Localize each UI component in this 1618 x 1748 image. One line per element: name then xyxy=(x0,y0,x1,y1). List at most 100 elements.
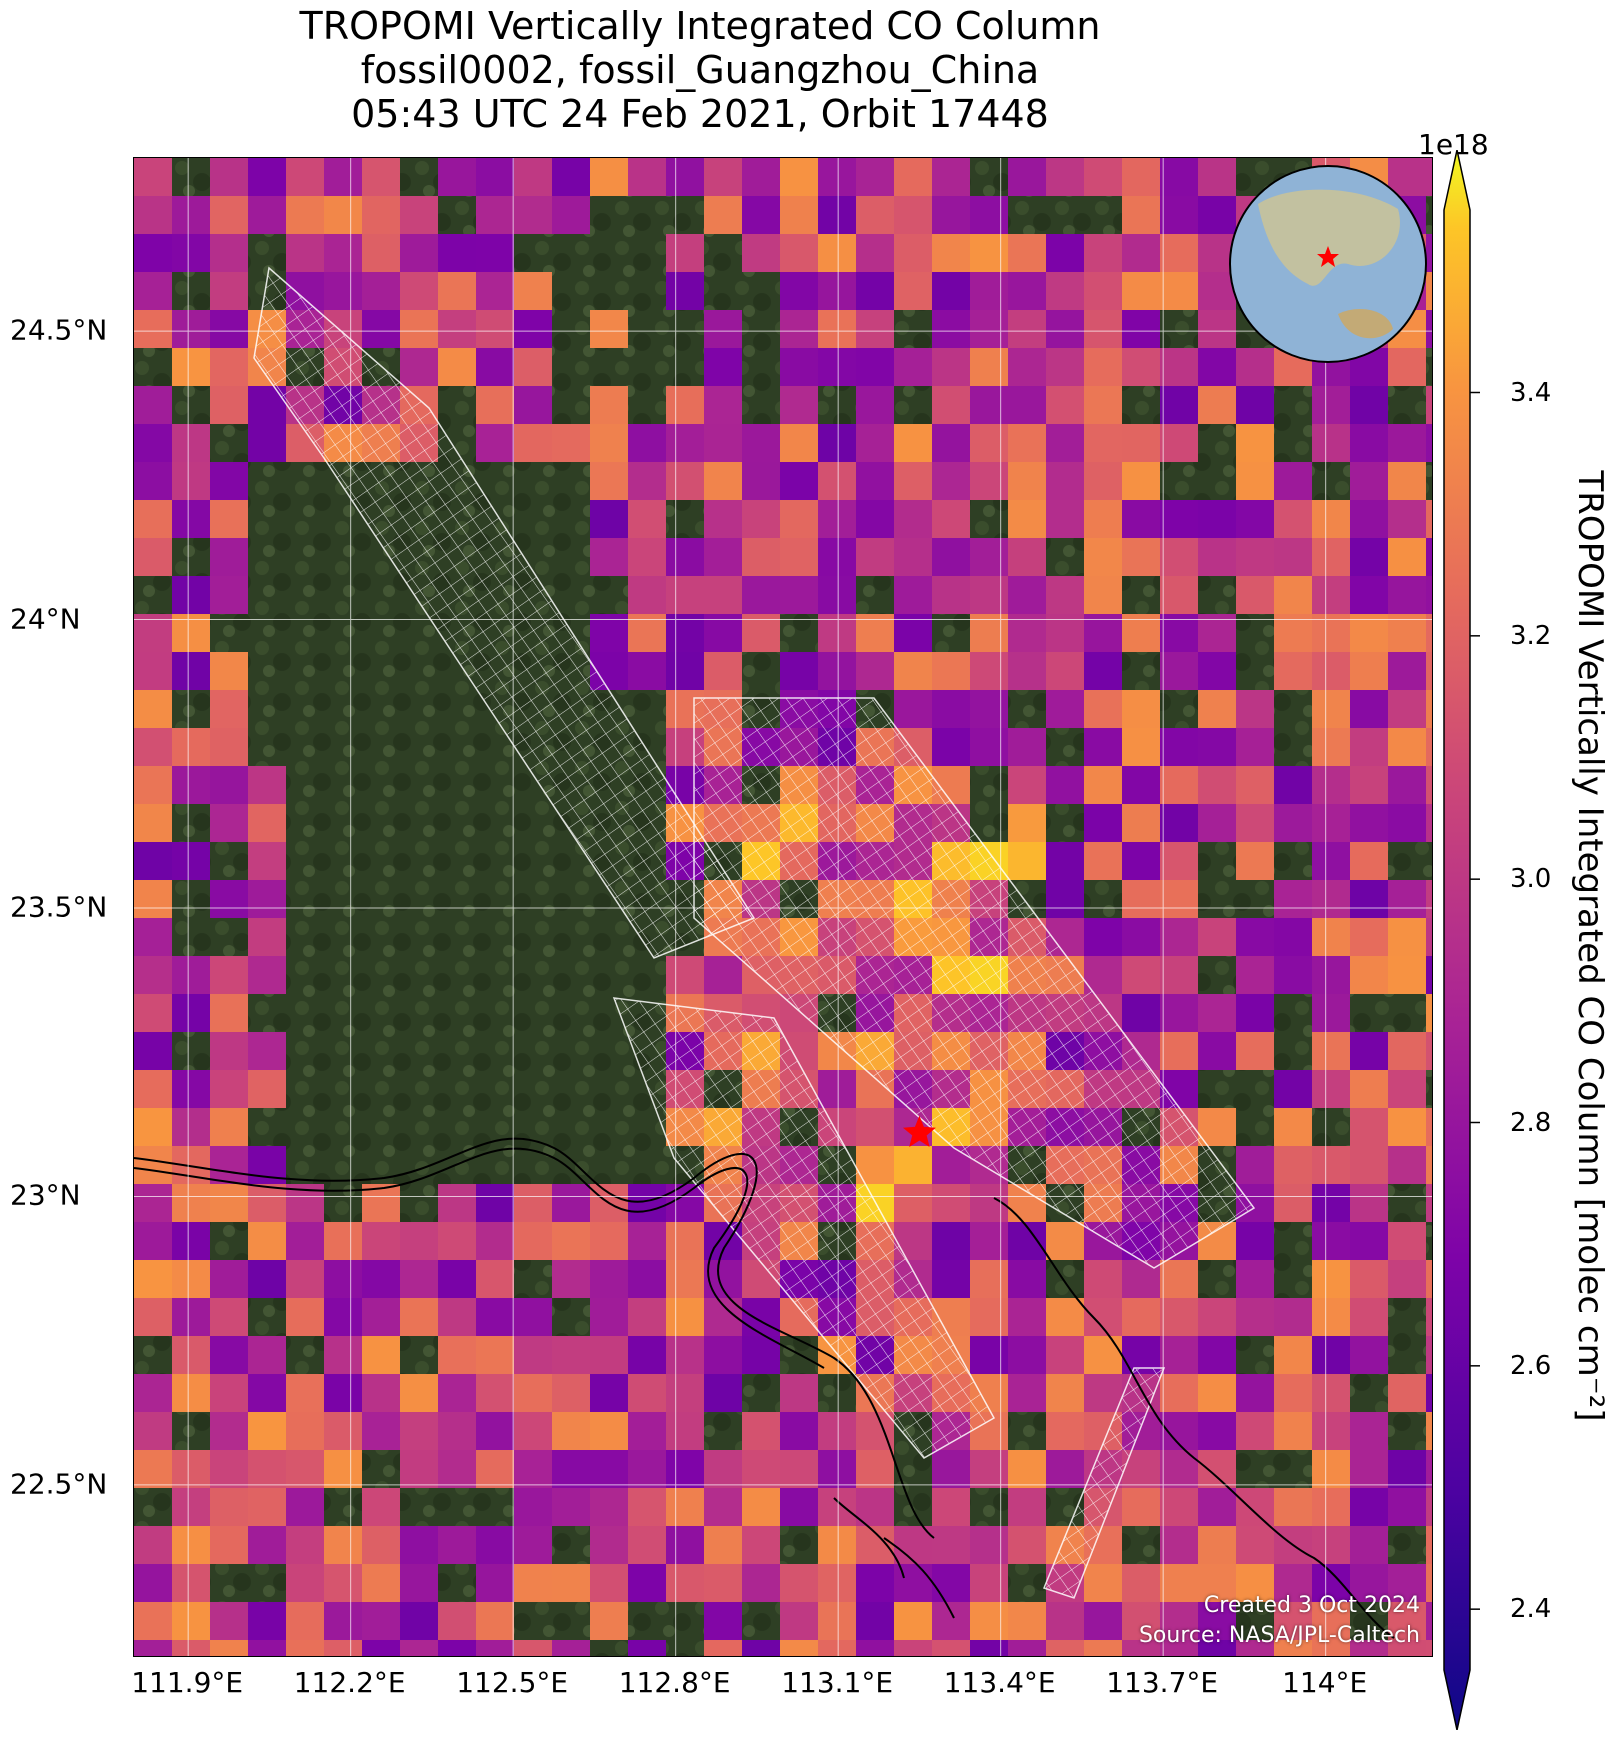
co-pixel xyxy=(476,1564,514,1602)
co-pixel xyxy=(1008,766,1046,804)
co-pixel xyxy=(210,1108,248,1146)
co-pixel xyxy=(1198,690,1236,728)
co-pixel xyxy=(1426,766,1432,804)
co-pixel xyxy=(780,348,818,386)
co-pixel xyxy=(248,1450,286,1488)
co-pixel xyxy=(1046,348,1084,386)
co-pixel xyxy=(1274,1336,1312,1374)
co-pixel xyxy=(856,348,894,386)
co-pixel xyxy=(1160,766,1198,804)
co-pixel xyxy=(1046,1336,1084,1374)
co-pixel xyxy=(362,1488,400,1526)
co-pixel xyxy=(324,1640,362,1656)
co-pixel xyxy=(134,918,172,956)
co-pixel xyxy=(780,500,818,538)
co-pixel xyxy=(666,614,704,652)
co-pixel xyxy=(1388,1564,1426,1602)
co-pixel xyxy=(324,158,362,196)
co-pixel xyxy=(1008,1374,1046,1412)
co-pixel xyxy=(172,1070,210,1108)
co-pixel xyxy=(1350,500,1388,538)
co-pixel xyxy=(742,500,780,538)
co-pixel xyxy=(172,1374,210,1412)
co-pixel xyxy=(780,576,818,614)
map-panel: Created 3 Oct 2024 Source: NASA/JPL-Calt… xyxy=(133,157,1433,1657)
co-pixel xyxy=(856,196,894,234)
co-pixel xyxy=(1084,234,1122,272)
co-pixel xyxy=(134,424,172,462)
co-pixel xyxy=(1312,842,1350,880)
co-pixel xyxy=(590,424,628,462)
co-pixel xyxy=(704,1260,742,1298)
colorbar-tick-label: 3.4 xyxy=(1510,377,1552,408)
co-pixel xyxy=(286,1640,324,1656)
co-pixel xyxy=(666,1412,704,1450)
co-pixel xyxy=(1160,1374,1198,1412)
co-pixel xyxy=(210,690,248,728)
lon-tick-label: 114°E xyxy=(1282,1666,1368,1699)
swath-outline-south xyxy=(612,997,996,1459)
co-pixel xyxy=(362,234,400,272)
co-pixel xyxy=(1122,842,1160,880)
co-pixel xyxy=(666,1222,704,1260)
co-pixel xyxy=(1426,234,1432,272)
colorbar-exponent: 1e18 xyxy=(1418,128,1489,161)
co-pixel xyxy=(552,1222,590,1260)
co-pixel xyxy=(1236,386,1274,424)
co-pixel xyxy=(856,424,894,462)
co-pixel xyxy=(590,1298,628,1336)
co-pixel xyxy=(1122,538,1160,576)
co-pixel xyxy=(172,1602,210,1640)
co-pixel xyxy=(134,310,172,348)
co-pixel xyxy=(628,462,666,500)
co-pixel xyxy=(628,500,666,538)
co-pixel xyxy=(1160,158,1198,196)
map-canvas xyxy=(134,158,1432,1656)
co-pixel xyxy=(932,1222,970,1260)
co-pixel xyxy=(476,1602,514,1640)
co-pixel xyxy=(1084,272,1122,310)
co-pixel xyxy=(514,272,552,310)
co-pixel xyxy=(248,880,286,918)
co-pixel xyxy=(1350,1450,1388,1488)
co-pixel xyxy=(742,538,780,576)
co-pixel xyxy=(438,1222,476,1260)
co-pixel xyxy=(894,1526,932,1564)
co-pixel xyxy=(552,1488,590,1526)
co-pixel xyxy=(514,1184,552,1222)
co-pixel xyxy=(514,1298,552,1336)
co-pixel xyxy=(400,348,438,386)
co-pixel xyxy=(970,728,1008,766)
co-pixel xyxy=(552,196,590,234)
co-pixel xyxy=(286,1564,324,1602)
co-pixel xyxy=(1236,1488,1274,1526)
co-pixel xyxy=(1122,956,1160,994)
co-pixel xyxy=(248,1602,286,1640)
co-pixel xyxy=(210,1146,248,1184)
co-pixel xyxy=(628,1336,666,1374)
co-pixel xyxy=(210,500,248,538)
co-pixel xyxy=(1388,614,1426,652)
co-pixel xyxy=(856,1488,894,1526)
co-pixel xyxy=(1236,1412,1274,1450)
lon-tick-label: 113.4°E xyxy=(943,1666,1056,1699)
co-pixel xyxy=(1084,766,1122,804)
co-pixel xyxy=(818,196,856,234)
co-pixel xyxy=(1312,1222,1350,1260)
co-pixel xyxy=(134,1526,172,1564)
co-pixel xyxy=(210,766,248,804)
co-pixel xyxy=(1008,614,1046,652)
co-pixel xyxy=(1312,728,1350,766)
co-pixel xyxy=(780,1640,818,1656)
co-pixel xyxy=(1350,1032,1388,1070)
co-pixel xyxy=(286,1412,324,1450)
co-pixel xyxy=(248,1184,286,1222)
colorbar-tick-label: 3.0 xyxy=(1510,864,1552,895)
colorbar-tick-label: 2.6 xyxy=(1510,1350,1552,1381)
co-pixel xyxy=(1084,348,1122,386)
co-pixel xyxy=(1350,766,1388,804)
co-pixel xyxy=(172,728,210,766)
co-pixel xyxy=(476,386,514,424)
co-pixel xyxy=(1236,690,1274,728)
co-pixel xyxy=(780,1602,818,1640)
